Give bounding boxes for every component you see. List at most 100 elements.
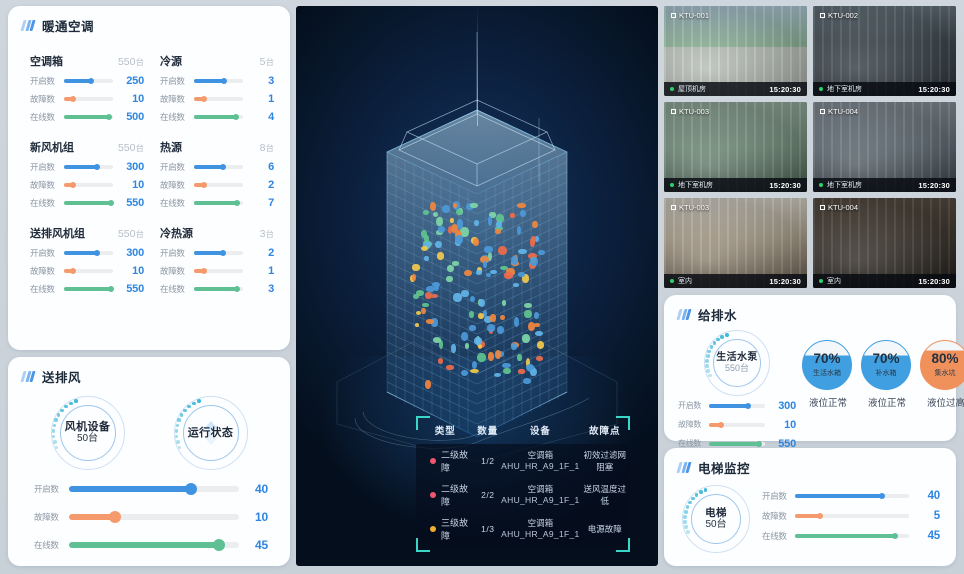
elevator-row[interactable]: 在线数 45 [762, 530, 940, 542]
hvac-online-knob[interactable] [108, 285, 115, 292]
hvac-on-row[interactable]: 开启数 300 [30, 161, 144, 173]
hvac-on-track[interactable] [194, 249, 243, 256]
hvac-on-track[interactable] [64, 163, 113, 170]
camera-tile[interactable]: KTU-004 地下室机房 15:20:30 [813, 102, 956, 192]
camera-tile[interactable]: KTU-003 室内 15:20:30 [664, 198, 807, 288]
water-knob[interactable] [718, 421, 725, 428]
water-gauge-ball: 80% 集水坑 [920, 340, 964, 390]
hvac-on-knob[interactable] [221, 77, 228, 84]
fan-row[interactable]: 在线数 45 [34, 538, 268, 552]
water-row[interactable]: 在线数 550 [678, 438, 796, 450]
hvac-fault-track[interactable] [64, 95, 113, 102]
hvac-online-row[interactable]: 在线数 550 [30, 283, 144, 295]
hvac-fault-row[interactable]: 故障数 1 [160, 265, 274, 277]
hvac-on-track[interactable] [64, 249, 113, 256]
hvac-on-knob[interactable] [220, 249, 227, 256]
hvac-online-track[interactable] [194, 285, 243, 292]
hvac-online-row[interactable]: 在线数 3 [160, 283, 274, 295]
elevator-knob[interactable] [817, 512, 824, 519]
hvac-on-knob[interactable] [220, 163, 227, 170]
fan-device-donut: 风机设备 50台 [50, 396, 125, 470]
hvac-online-knob[interactable] [234, 199, 241, 206]
hvac-fault-row[interactable]: 故障数 1 [160, 93, 274, 105]
hvac-fault-row[interactable]: 故障数 10 [30, 265, 144, 277]
hvac-online-track[interactable] [64, 199, 115, 206]
fan-track[interactable] [69, 482, 239, 495]
water-track[interactable] [709, 402, 765, 409]
hvac-on-row[interactable]: 开启数 3 [160, 75, 274, 87]
hvac-on-row[interactable]: 开启数 250 [30, 75, 144, 87]
hvac-online-knob[interactable] [234, 285, 241, 292]
fan-knob[interactable] [185, 482, 198, 495]
fan-row[interactable]: 故障数 10 [34, 509, 268, 524]
fan-track[interactable] [69, 510, 239, 523]
hvac-on-knob[interactable] [94, 249, 101, 256]
hvac-online-row[interactable]: 在线数 500 [30, 111, 144, 123]
elevator-track[interactable] [795, 512, 909, 519]
fan-knob[interactable] [108, 510, 121, 523]
elevator-row[interactable]: 故障数 5 [762, 510, 940, 522]
fan-knob[interactable] [212, 538, 225, 551]
hvac-online-track[interactable] [64, 113, 113, 120]
hvac-fault-track[interactable] [64, 181, 113, 188]
hvac-on-track[interactable] [194, 163, 243, 170]
water-track[interactable] [709, 440, 765, 447]
water-row[interactable]: 故障数 10 [678, 419, 796, 431]
elevator-row[interactable]: 开启数 40 [762, 490, 940, 502]
water-knob[interactable] [745, 402, 752, 409]
water-knob[interactable] [756, 440, 763, 447]
hvac-fault-knob[interactable] [200, 267, 207, 274]
hvac-online-track[interactable] [194, 199, 243, 206]
hvac-fault-row[interactable]: 故障数 2 [160, 179, 274, 191]
hvac-fault-row[interactable]: 故障数 10 [30, 179, 144, 191]
hvac-fault-knob[interactable] [200, 95, 207, 102]
water-row[interactable]: 开启数 300 [678, 400, 796, 412]
alarm-row[interactable]: 二级故障 1/2 空调箱 AHU_HR_A9_1F_1 初效过滤网阻塞 [416, 444, 630, 478]
water-gauge[interactable]: 80% 集水坑 液位过高 [920, 340, 964, 409]
camera-tile[interactable]: KTU-002 地下室机房 15:20:30 [813, 6, 956, 96]
hvac-on-row[interactable]: 开启数 2 [160, 247, 274, 259]
hvac-fault-knob[interactable] [69, 267, 76, 274]
elevator-knob[interactable] [878, 492, 885, 499]
hvac-on-track[interactable] [194, 77, 243, 84]
hvac-fault-track[interactable] [194, 95, 243, 102]
camera-tile[interactable]: KTU-004 室内 15:20:30 [813, 198, 956, 288]
alarm-row[interactable]: 三级故障 1/3 空调箱 AHU_HR_A9_1F_1 电源故障 [416, 512, 630, 546]
donut-dot-arc [704, 330, 770, 396]
hvac-on-knob[interactable] [94, 163, 101, 170]
elevator-track[interactable] [795, 492, 909, 499]
water-track[interactable] [709, 421, 765, 428]
fan-row[interactable]: 开启数 40 [34, 482, 268, 496]
hvac-fault-track[interactable] [194, 267, 243, 274]
hvac-fault-knob[interactable] [69, 95, 76, 102]
building-3d-view[interactable]: 类型 数量 设备 故障点 二级故障 1/2 空调箱 AHU_HR_A9_1F_1… [296, 6, 658, 566]
alarm-level-dot [430, 458, 436, 464]
hvac-online-track[interactable] [194, 113, 243, 120]
camera-id: KTU-004 [820, 203, 858, 212]
fan-track[interactable] [69, 538, 239, 551]
alarm-row[interactable]: 二级故障 2/2 空调箱 AHU_HR_A9_1F_1 送风温度过低 [416, 478, 630, 512]
hvac-on-track[interactable] [64, 77, 113, 84]
hvac-on-knob[interactable] [87, 77, 94, 84]
hvac-fault-knob[interactable] [200, 181, 207, 188]
hvac-online-row[interactable]: 在线数 4 [160, 111, 274, 123]
hvac-online-row[interactable]: 在线数 7 [160, 197, 274, 209]
hvac-online-knob[interactable] [232, 113, 239, 120]
water-gauge[interactable]: 70% 生活水箱 液位正常 [802, 340, 854, 409]
hvac-fault-row[interactable]: 故障数 10 [30, 93, 144, 105]
hvac-fault-track[interactable] [194, 181, 243, 188]
elevator-knob[interactable] [892, 532, 899, 539]
hvac-online-track[interactable] [64, 285, 115, 292]
hvac-fault-knob[interactable] [69, 181, 76, 188]
camera-tile[interactable]: KTU-003 地下室机房 15:20:30 [664, 102, 807, 192]
hvac-online-knob[interactable] [105, 113, 112, 120]
fan-value: 10 [255, 509, 268, 524]
hvac-on-row[interactable]: 开启数 300 [30, 247, 144, 259]
elevator-track[interactable] [795, 532, 909, 539]
hvac-online-knob[interactable] [108, 199, 115, 206]
water-gauge[interactable]: 70% 补水箱 液位正常 [861, 340, 913, 409]
camera-tile[interactable]: KTU-001 屋顶机房 15:20:30 [664, 6, 807, 96]
hvac-online-row[interactable]: 在线数 550 [30, 197, 144, 209]
hvac-fault-track[interactable] [64, 267, 113, 274]
hvac-on-row[interactable]: 开启数 6 [160, 161, 274, 173]
